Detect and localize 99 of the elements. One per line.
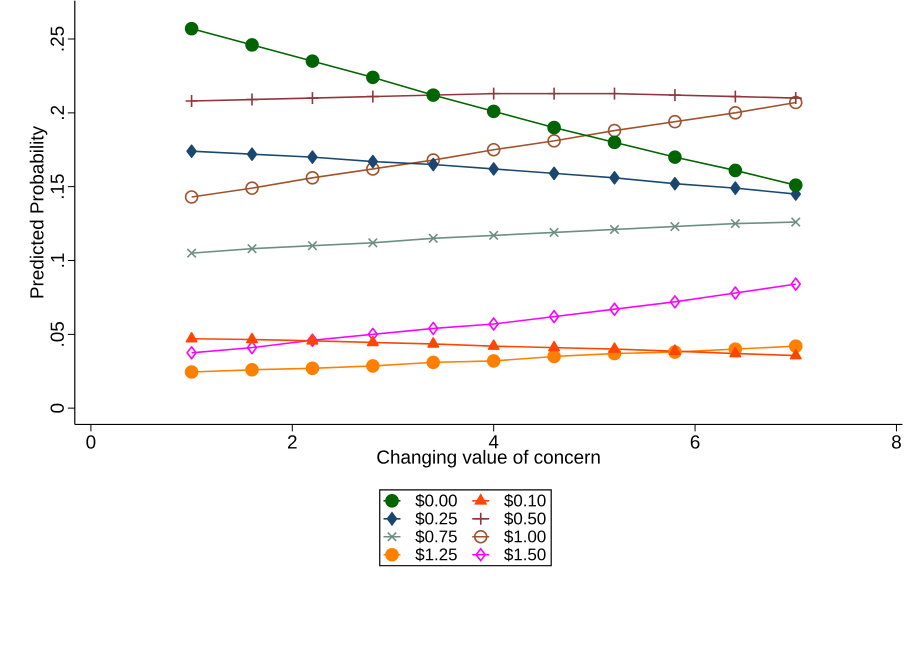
- point: [486, 143, 500, 157]
- x-tick-label: 2: [288, 435, 297, 449]
- x-tick-label: 0: [86, 435, 96, 449]
- point: [307, 150, 318, 164]
- point: [609, 171, 620, 185]
- point: [486, 104, 500, 118]
- point: [488, 317, 499, 331]
- point: [608, 136, 622, 150]
- y-axis-title: Predicted Probability: [30, 126, 48, 298]
- point: [788, 96, 803, 110]
- point: [245, 181, 259, 196]
- point: [186, 332, 198, 343]
- point: [428, 233, 438, 244]
- point: [428, 322, 439, 336]
- point: [428, 158, 439, 172]
- point: [184, 365, 198, 379]
- point: [788, 339, 803, 354]
- point: [368, 238, 378, 248]
- point: [426, 356, 440, 370]
- point: [728, 106, 742, 120]
- y-tick-label: .1: [50, 254, 64, 267]
- point: [186, 144, 197, 158]
- point: [245, 38, 259, 52]
- legend-label: $0.00: [415, 494, 457, 508]
- point: [608, 342, 620, 353]
- point: [245, 363, 259, 377]
- x-tick-label: 8: [892, 435, 901, 449]
- y-tick-label: .25: [50, 26, 64, 50]
- y-tick-label: 0: [50, 404, 64, 413]
- point: [547, 134, 561, 148]
- point: [246, 332, 258, 344]
- point: [729, 346, 742, 358]
- legend-label: $1.25: [415, 548, 457, 562]
- legend-label: $1.50: [504, 548, 546, 562]
- y-tick-label: .05: [50, 322, 64, 346]
- point: [609, 302, 620, 316]
- point: [668, 344, 681, 356]
- legend-label: $0.25: [415, 512, 457, 526]
- point: [668, 114, 682, 129]
- point: [547, 350, 561, 364]
- y-tick-label: .15: [50, 174, 64, 198]
- x-tick-label: 4: [488, 435, 498, 448]
- point: [486, 86, 500, 100]
- point: [548, 166, 560, 180]
- point: [547, 86, 561, 100]
- point: [668, 150, 682, 164]
- point: [608, 124, 622, 138]
- point: [730, 218, 740, 229]
- point: [670, 295, 680, 309]
- point: [548, 340, 560, 352]
- point: [486, 354, 500, 368]
- point: [307, 240, 318, 251]
- point: [184, 94, 198, 108]
- point: [186, 346, 197, 360]
- point: [488, 339, 500, 350]
- point: [790, 348, 802, 360]
- point: [488, 162, 499, 176]
- point: [670, 222, 680, 232]
- y-tick-label: .2: [50, 106, 64, 120]
- point: [728, 164, 742, 178]
- point: [790, 277, 802, 291]
- point: [306, 334, 318, 345]
- point: [730, 181, 741, 196]
- point: [788, 91, 803, 105]
- point: [306, 54, 320, 68]
- point: [728, 90, 742, 104]
- point: [184, 22, 198, 36]
- point: [306, 91, 320, 105]
- point: [608, 86, 622, 100]
- legend-label: $1.00: [504, 530, 546, 544]
- point: [547, 120, 561, 134]
- legend-label: $0.50: [504, 512, 546, 526]
- point: [366, 162, 380, 176]
- point: [306, 362, 320, 376]
- point: [245, 92, 259, 106]
- point: [366, 70, 380, 84]
- point: [306, 171, 320, 185]
- point: [488, 230, 499, 241]
- point: [730, 286, 741, 300]
- x-tick-label: 6: [690, 435, 700, 449]
- point: [366, 359, 380, 373]
- legend-label: $0.10: [504, 494, 546, 508]
- point: [670, 177, 680, 191]
- legend-label: $0.75: [415, 530, 457, 544]
- point: [366, 90, 380, 104]
- x-axis-title: Changing value of concern: [377, 450, 600, 468]
- point: [246, 244, 258, 254]
- point: [184, 190, 198, 204]
- point: [549, 228, 560, 238]
- point: [366, 336, 379, 346]
- point: [246, 147, 258, 162]
- point: [609, 224, 620, 235]
- point: [427, 337, 440, 348]
- point: [548, 310, 560, 324]
- point: [790, 217, 801, 228]
- point: [186, 248, 197, 258]
- point: [668, 88, 682, 102]
- point: [788, 178, 803, 192]
- point: [368, 154, 378, 168]
